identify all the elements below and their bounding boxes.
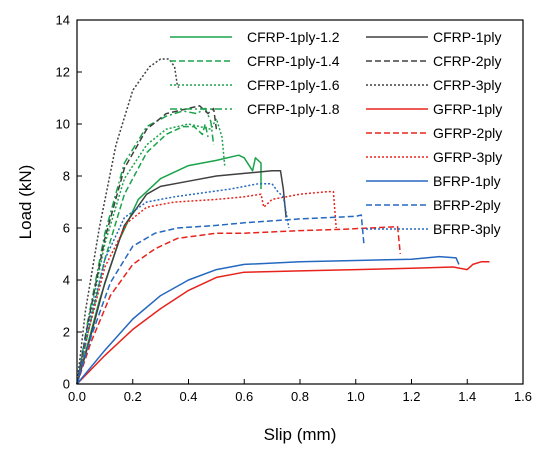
axis-ticks: 0.0 0.2 0.4 0.6 0.8 1.0 1.2 1.4 1.6 0 2 4 6 8 10 12 14 <box>56 13 533 405</box>
series-line-bfrp-1ply <box>76 255 460 385</box>
series-line-gfrp-3ply <box>76 190 337 385</box>
series-line-gfrp-2ply <box>76 225 402 385</box>
series-line-cfrp-3ply <box>76 58 180 385</box>
x-tick-label: 0.2 <box>124 389 142 404</box>
y-tick-label: 4 <box>63 273 70 288</box>
plot-curves <box>76 58 490 385</box>
x-tick-label: 0.4 <box>179 389 197 404</box>
legend-label: BFRP-2ply <box>433 197 501 213</box>
legend-label: BFRP-3ply <box>433 221 501 237</box>
series-line-cfrp-1ply-1-4 <box>76 123 209 385</box>
series-line-bfrp-3ply <box>76 183 290 385</box>
legend-label: CFRP-1ply <box>433 29 501 45</box>
legend-label: GFRP-1ply <box>433 101 502 117</box>
x-axis-title: Slip (mm) <box>264 425 337 444</box>
legend-label: CFRP-3ply <box>433 77 501 93</box>
series-line-cfrp-1ply-1-6 <box>76 118 226 385</box>
x-tick-label: 0.8 <box>291 389 309 404</box>
y-axis-title: Load (kN) <box>16 165 35 240</box>
series-line-cfrp-1ply <box>76 170 287 385</box>
legend-label: CFRP-2ply <box>433 53 501 69</box>
legend-label: CFRP-1ply-1.6 <box>247 77 340 93</box>
legend-label: CFRP-1ply-1.8 <box>247 101 340 117</box>
legend-label: GFRP-2ply <box>433 125 502 141</box>
series-line-cfrp-2ply <box>76 105 218 385</box>
legend-label: CFRP-1ply-1.2 <box>247 29 340 45</box>
legend: CFRP-1ply-1.2 CFRP-1ply-1.4 CFRP-1ply-1.6 C… <box>170 29 502 237</box>
x-tick-label: 1.0 <box>347 389 365 404</box>
y-tick-label: 8 <box>63 169 70 184</box>
y-tick-label: 0 <box>63 377 70 392</box>
x-tick-label: 1.6 <box>514 389 532 404</box>
legend-label: BFRP-1ply <box>433 173 501 189</box>
y-tick-label: 2 <box>63 325 70 340</box>
x-tick-label: 1.2 <box>402 389 420 404</box>
series-line-bfrp-2ply <box>76 214 365 385</box>
series-line-cfrp-1ply-1-8 <box>76 107 215 385</box>
y-tick-label: 14 <box>56 13 70 28</box>
x-tick-label: 0.0 <box>68 389 86 404</box>
x-tick-label: 0.6 <box>235 389 253 404</box>
x-tick-label: 1.4 <box>458 389 476 404</box>
y-tick-label: 6 <box>63 221 70 236</box>
series-line-gfrp-1ply <box>76 261 490 385</box>
legend-label: GFRP-3ply <box>433 149 502 165</box>
y-tick-label: 12 <box>56 65 70 80</box>
y-tick-label: 10 <box>56 117 70 132</box>
legend-label: CFRP-1ply-1.4 <box>247 53 340 69</box>
